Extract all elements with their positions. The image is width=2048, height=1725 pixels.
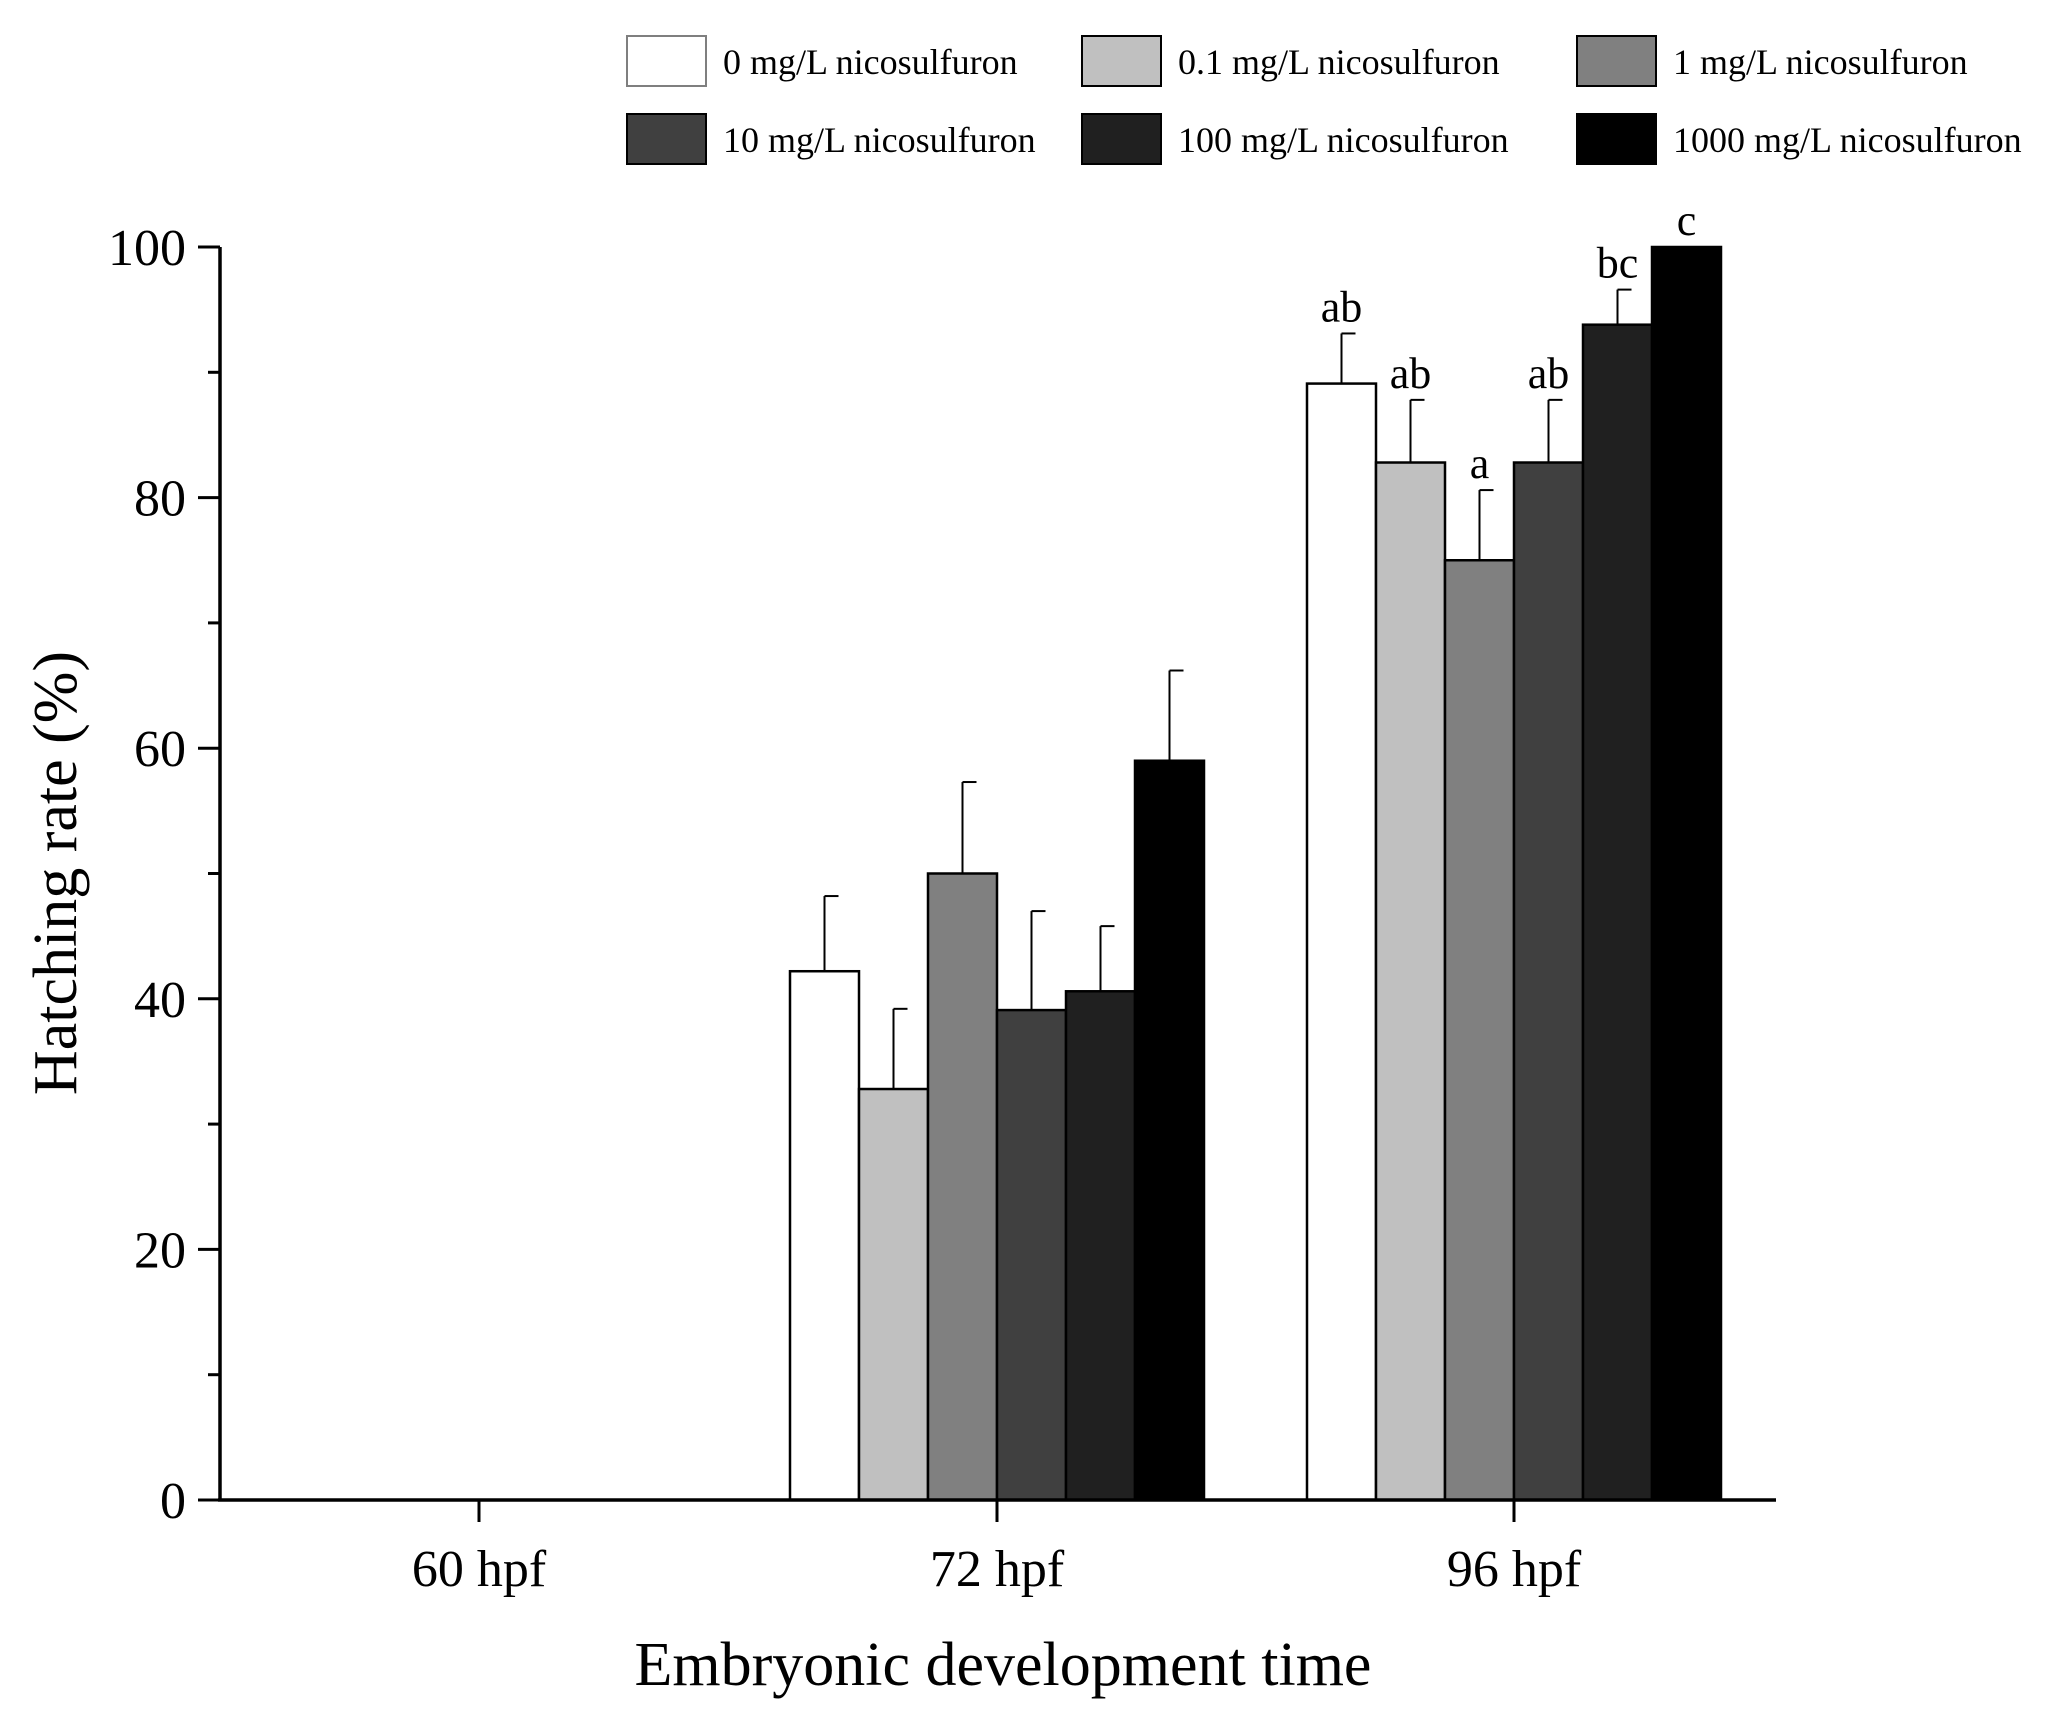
y-tick-label: 0 xyxy=(160,1473,186,1530)
bar-96-hpf-series-2 xyxy=(1443,559,1516,1502)
legend-label: 0 mg/L nicosulfuron xyxy=(723,42,1018,82)
legend-swatch xyxy=(1576,35,1657,87)
error-bar-96-hpf-series-2 xyxy=(1478,489,1494,561)
bar-72-hpf-series-1 xyxy=(857,1087,930,1502)
legend-label: 100 mg/L nicosulfuron xyxy=(1178,120,1509,160)
bar-96-hpf-series-4 xyxy=(1581,323,1654,1502)
legend-item: 100 mg/L nicosulfuron xyxy=(1081,113,1509,165)
significance-label: ab xyxy=(1321,282,1363,331)
y-tick-label: 20 xyxy=(134,1222,186,1279)
legend-swatch xyxy=(1081,35,1162,87)
error-bar-72-hpf-series-3 xyxy=(1030,910,1046,1011)
bar-96-hpf-series-3 xyxy=(1512,461,1585,1502)
y-tick-label: 100 xyxy=(108,220,186,277)
error-bar-96-hpf-series-1 xyxy=(1409,398,1425,463)
legend-swatch xyxy=(1081,113,1162,165)
significance-label: c xyxy=(1677,196,1697,245)
legend-item: 1000 mg/L nicosulfuron xyxy=(1576,113,2022,165)
bar-72-hpf-series-3 xyxy=(995,1008,1068,1502)
significance-label: ab xyxy=(1390,349,1432,398)
bar-72-hpf-series-4 xyxy=(1064,990,1137,1502)
significance-label: bc xyxy=(1597,239,1639,288)
y-tick-label: 60 xyxy=(134,721,186,778)
bar-96-hpf-series-0 xyxy=(1305,382,1378,1502)
error-bar-96-hpf-series-3 xyxy=(1547,398,1563,463)
bar-72-hpf-series-5 xyxy=(1133,759,1206,1502)
legend-label: 1000 mg/L nicosulfuron xyxy=(1673,120,2022,160)
bar-96-hpf-series-1 xyxy=(1374,461,1447,1502)
bar-72-hpf-series-0 xyxy=(788,969,861,1502)
significance-label: ab xyxy=(1528,349,1570,398)
error-bar-72-hpf-series-5 xyxy=(1168,669,1184,761)
legend-item: 0 mg/L nicosulfuron xyxy=(626,35,1018,87)
legend-swatch xyxy=(626,113,707,165)
x-tick-label: 72 hpf xyxy=(930,1541,1065,1598)
x-tick-label: 60 hpf xyxy=(412,1541,547,1598)
significance-label: a xyxy=(1470,439,1490,488)
y-axis-title: Hatching rate (%) xyxy=(22,651,90,1095)
bar-72-hpf-series-2 xyxy=(926,872,999,1502)
bar-96-hpf-series-5 xyxy=(1650,245,1723,1502)
legend-item: 1 mg/L nicosulfuron xyxy=(1576,35,1968,87)
legend-swatch xyxy=(1576,113,1657,165)
legend-item: 0.1 mg/L nicosulfuron xyxy=(1081,35,1500,87)
legend-label: 10 mg/L nicosulfuron xyxy=(723,120,1036,160)
error-bar-72-hpf-series-0 xyxy=(823,895,839,972)
x-tick-label: 96 hpf xyxy=(1447,1541,1582,1598)
x-axis-title: Embryonic development time xyxy=(635,1631,1372,1699)
error-bar-96-hpf-series-4 xyxy=(1616,288,1632,325)
error-bar-96-hpf-series-0 xyxy=(1340,332,1356,384)
y-tick-label: 40 xyxy=(134,972,186,1029)
legend-swatch xyxy=(626,35,707,87)
error-bar-72-hpf-series-2 xyxy=(961,781,977,874)
legend: 0 mg/L nicosulfuron 0.1 mg/L nicosulfuron… xyxy=(626,35,2022,165)
legend-label: 1 mg/L nicosulfuron xyxy=(1673,42,1968,82)
y-tick-label: 80 xyxy=(134,471,186,528)
axes: 0 20 40 60 80 100 60 hpf 72 hpf 96 hpf xyxy=(108,220,1776,1598)
error-bar-72-hpf-series-4 xyxy=(1099,925,1115,992)
legend-item: 10 mg/L nicosulfuron xyxy=(626,113,1036,165)
error-bar-72-hpf-series-1 xyxy=(892,1007,908,1090)
legend-label: 0.1 mg/L nicosulfuron xyxy=(1178,42,1500,82)
